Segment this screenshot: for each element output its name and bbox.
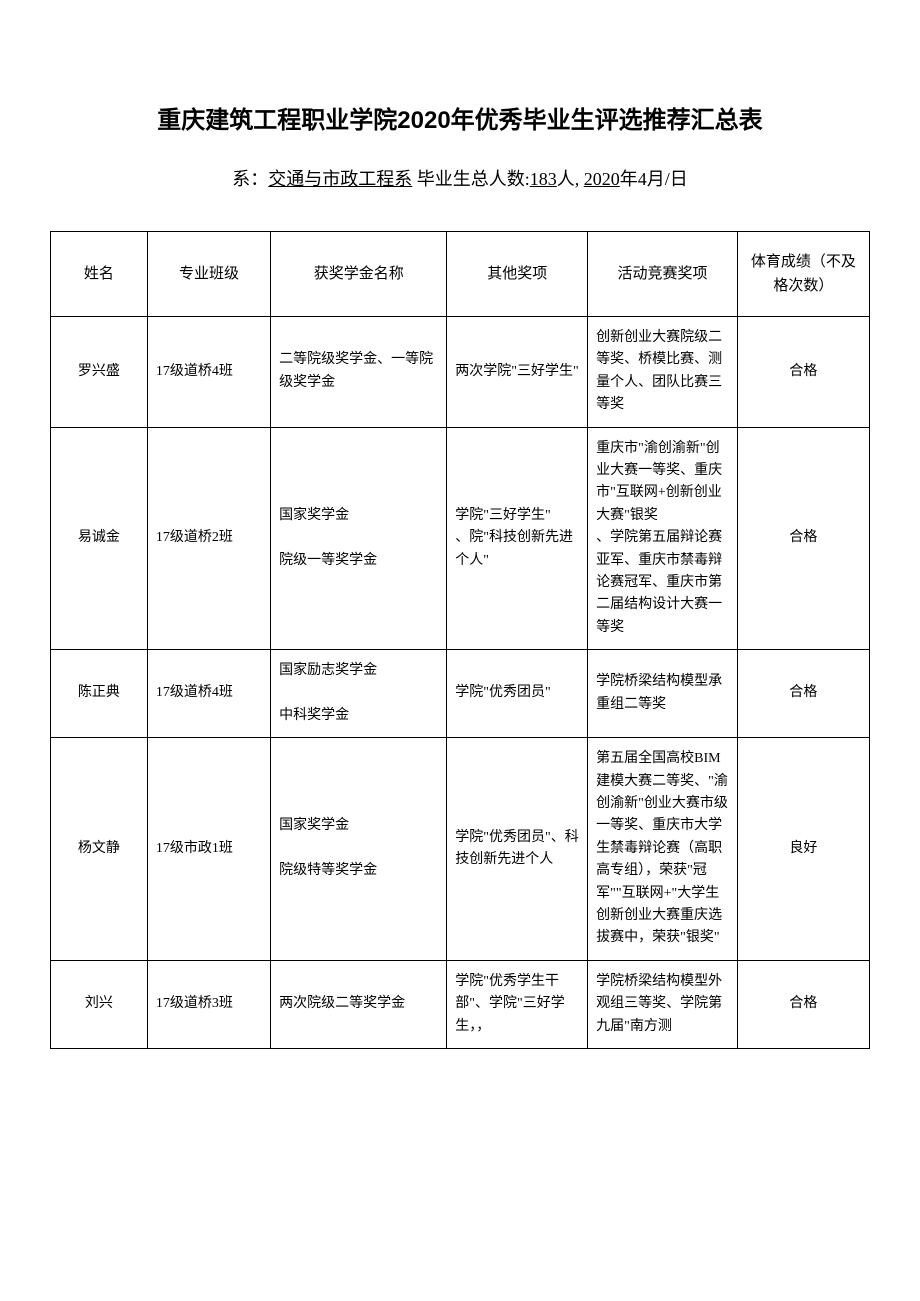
cell-scholarship: 国家奖学金 院级特等奖学金 [271, 738, 447, 961]
cell-class: 17级市政1班 [147, 738, 270, 961]
cell-pe: 合格 [737, 317, 869, 428]
cell-name: 杨文静 [51, 738, 148, 961]
cell-other: 学院"优秀团员"、科技创新先进个人 [447, 738, 588, 961]
graduates-table: 姓名 专业班级 获奖学金名称 其他奖项 活动竞赛奖项 体育成绩（不及格次数） 罗… [50, 231, 870, 1049]
table-row: 陈正典17级道桥4班国家励志奖学金 中科奖学金学院"优秀团员"学院桥梁结构模型承… [51, 650, 870, 738]
cell-activity: 学院桥梁结构模型承重组二等奖 [588, 650, 738, 738]
cell-name: 罗兴盛 [51, 317, 148, 428]
cell-class: 17级道桥2班 [147, 427, 270, 650]
cell-activity: 第五届全国高校BIM建模大赛二等奖、"渝创渝新"创业大赛市级一等奖、重庆市大学生… [588, 738, 738, 961]
year: 2020 [584, 169, 620, 189]
count-suffix: 人, [557, 169, 584, 189]
date-suffix: 年4月/日 [620, 169, 688, 189]
header-scholarship: 获奖学金名称 [271, 232, 447, 317]
department-name: 交通与市政工程系 [268, 169, 412, 189]
cell-class: 17级道桥4班 [147, 317, 270, 428]
header-name: 姓名 [51, 232, 148, 317]
table-row: 杨文静17级市政1班国家奖学金 院级特等奖学金学院"优秀团员"、科技创新先进个人… [51, 738, 870, 961]
cell-other: 学院"优秀团员" [447, 650, 588, 738]
header-class: 专业班级 [147, 232, 270, 317]
table-header-row: 姓名 专业班级 获奖学金名称 其他奖项 活动竞赛奖项 体育成绩（不及格次数） [51, 232, 870, 317]
page-title: 重庆建筑工程职业学院2020年优秀毕业生评选推荐汇总表 [50, 100, 870, 135]
cell-class: 17级道桥4班 [147, 650, 270, 738]
cell-class: 17级道桥3班 [147, 960, 270, 1048]
header-other: 其他奖项 [447, 232, 588, 317]
cell-other: 学院"三好学生" 、院"科技创新先进个人" [447, 427, 588, 650]
table-row: 易诚金17级道桥2班国家奖学金 院级一等奖学金学院"三好学生" 、院"科技创新先… [51, 427, 870, 650]
cell-name: 易诚金 [51, 427, 148, 650]
cell-pe: 合格 [737, 427, 869, 650]
cell-scholarship: 二等院级奖学金、一等院级奖学金 [271, 317, 447, 428]
cell-scholarship: 两次院级二等奖学金 [271, 960, 447, 1048]
table-row: 罗兴盛17级道桥4班二等院级奖学金、一等院级奖学金两次学院"三好学生"创新创业大… [51, 317, 870, 428]
cell-activity: 重庆市"渝创渝新"创业大赛一等奖、重庆市"互联网+创新创业大赛"银奖 、学院第五… [588, 427, 738, 650]
cell-name: 刘兴 [51, 960, 148, 1048]
subtitle: 系：交通与市政工程系 毕业生总人数:183人, 2020年4月/日 [50, 165, 870, 191]
table-row: 刘兴17级道桥3班两次院级二等奖学金学院"优秀学生干部"、学院"三好学生，，学院… [51, 960, 870, 1048]
cell-scholarship: 国家励志奖学金 中科奖学金 [271, 650, 447, 738]
cell-other: 学院"优秀学生干部"、学院"三好学生，， [447, 960, 588, 1048]
cell-other: 两次学院"三好学生" [447, 317, 588, 428]
header-pe: 体育成绩（不及格次数） [737, 232, 869, 317]
count-label: 毕业生总人数: [412, 169, 530, 189]
header-activity: 活动竞赛奖项 [588, 232, 738, 317]
cell-scholarship: 国家奖学金 院级一等奖学金 [271, 427, 447, 650]
subtitle-prefix: 系： [232, 169, 268, 189]
cell-activity: 学院桥梁结构模型外观组三等奖、学院第九届"南方测 [588, 960, 738, 1048]
student-count: 183 [530, 169, 557, 189]
cell-activity: 创新创业大赛院级二等奖、桥模比赛、测量个人、团队比赛三等奖 [588, 317, 738, 428]
cell-pe: 良好 [737, 738, 869, 961]
cell-name: 陈正典 [51, 650, 148, 738]
cell-pe: 合格 [737, 650, 869, 738]
cell-pe: 合格 [737, 960, 869, 1048]
